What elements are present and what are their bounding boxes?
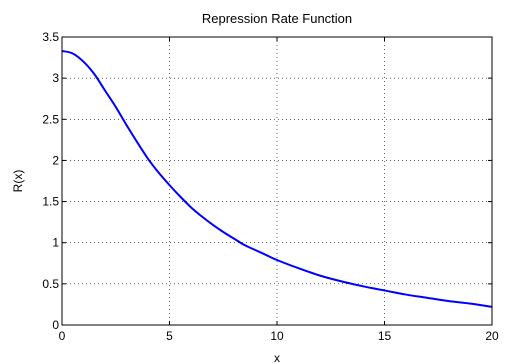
tick-labels: 0 5 10 15 20 0 0.5 1 1.5 2 2.5 3 3.5 (42, 30, 499, 343)
y-tick-label: 1 (52, 236, 59, 250)
y-tick-label: 0.5 (42, 277, 59, 291)
plot-frame (61, 36, 493, 326)
y-tick-label: 3.5 (42, 30, 59, 44)
x-tick-label: 20 (485, 329, 499, 343)
y-axis-label: R(x) (11, 170, 25, 193)
series-line (61, 50, 493, 308)
y-tick-label: 3 (52, 71, 59, 85)
x-tick-label: 5 (166, 329, 173, 343)
x-tick-label: 10 (270, 329, 284, 343)
chart-title: Repression Rate Function (202, 11, 352, 26)
x-axis-label: x (274, 351, 280, 364)
y-tick-label: 1.5 (42, 195, 59, 209)
y-tick-label: 2 (52, 153, 59, 167)
y-tick-label: 2.5 (42, 112, 59, 126)
grid (62, 37, 492, 325)
x-tick-label: 0 (59, 329, 66, 343)
y-tick-label: 0 (52, 318, 59, 332)
x-tick-label: 15 (378, 329, 392, 343)
